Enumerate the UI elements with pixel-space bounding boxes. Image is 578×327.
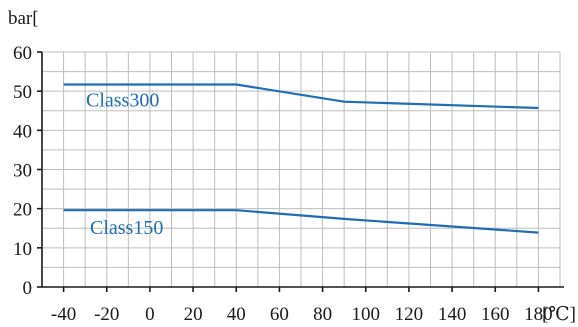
y-tick-label: 10 bbox=[13, 239, 32, 260]
series-lines bbox=[63, 83, 539, 234]
x-tick-label: 0 bbox=[145, 304, 155, 325]
y-axis-unit: bar[ bbox=[8, 8, 39, 29]
x-tick-label: 100 bbox=[352, 304, 381, 325]
x-tick-labels: -40 -20 0 20 40 60 80 100 120 140 160 180 bbox=[51, 304, 553, 325]
series-label-class300: Class300 bbox=[86, 90, 159, 112]
x-tick-label: 160 bbox=[481, 304, 510, 325]
x-tick-label: 60 bbox=[270, 304, 289, 325]
y-tick-label: 50 bbox=[13, 82, 32, 103]
y-tick-label: 40 bbox=[13, 121, 32, 142]
x-tick-label: 180 bbox=[524, 304, 553, 325]
x-tick-label: -40 bbox=[51, 304, 76, 325]
y-tick-label: 30 bbox=[13, 161, 32, 182]
x-tick-label: 80 bbox=[313, 304, 332, 325]
y-tick-label: 20 bbox=[13, 200, 32, 221]
x-tick-label: 120 bbox=[395, 304, 424, 325]
y-tick-label: 60 bbox=[13, 43, 32, 64]
grid bbox=[42, 51, 561, 287]
x-tick-label: 20 bbox=[184, 304, 203, 325]
y-tick-labels: 0 10 20 30 40 50 60 bbox=[13, 43, 32, 299]
series-labels: Class300 Class150 bbox=[86, 90, 163, 240]
x-tick-label: -20 bbox=[94, 304, 119, 325]
x-tick-label: 40 bbox=[227, 304, 246, 325]
series-line-class300 bbox=[63, 83, 539, 110]
series-label-class150: Class150 bbox=[90, 217, 163, 239]
x-tick-label: 140 bbox=[438, 304, 467, 325]
x-axis-unit: [℃] bbox=[542, 304, 576, 325]
y-tick-label: 0 bbox=[23, 278, 33, 299]
series-line-class150 bbox=[63, 209, 539, 234]
axes bbox=[37, 51, 564, 292]
